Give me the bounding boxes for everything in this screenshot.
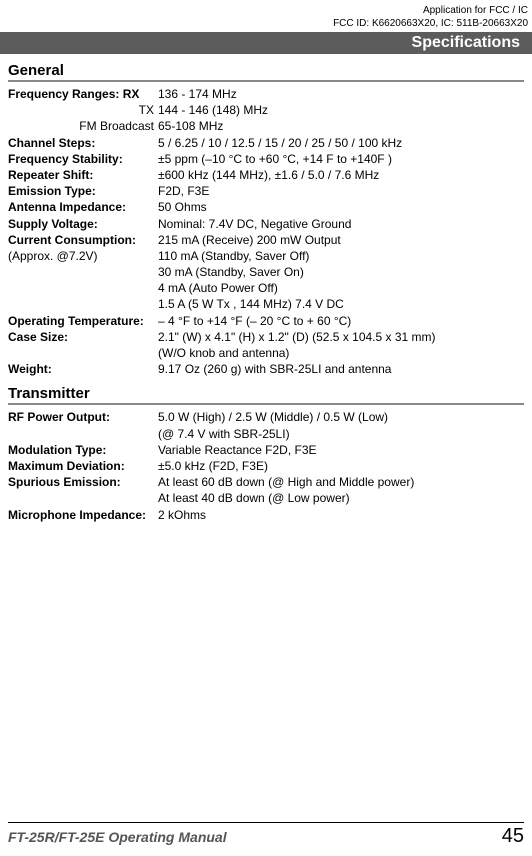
spec-row: Frequency Stability:±5 ppm (–10 °C to +6…: [8, 151, 524, 167]
spec-row: Antenna Impedance:50 Ohms: [8, 199, 524, 215]
header-meta: Application for FCC / IC FCC ID: K662066…: [0, 0, 532, 30]
spec-row: TX144 - 146 (148) MHz: [8, 102, 524, 118]
spec-label: [8, 490, 158, 506]
spec-value: 215 mA (Receive) 200 mW Output: [158, 232, 524, 248]
spec-value: 4 mA (Auto Power Off): [158, 280, 524, 296]
spec-label: Spurious Emission:: [8, 474, 158, 490]
spec-row: FM Broadcast65-108 MHz: [8, 118, 524, 134]
spec-value: At least 40 dB down (@ Low power): [158, 490, 524, 506]
spec-value: 110 mA (Standby, Saver Off): [158, 248, 524, 264]
spec-row: Frequency Ranges: RX136 - 174 MHz: [8, 86, 524, 102]
spec-label: Frequency Ranges: RX: [8, 86, 158, 102]
spec-label: Weight:: [8, 361, 158, 377]
spec-label: [8, 280, 158, 296]
spec-row: Spurious Emission:At least 60 dB down (@…: [8, 474, 524, 490]
spec-value: 1.5 A (5 W Tx , 144 MHz) 7.4 V DC: [158, 296, 524, 312]
spec-row: Emission Type:F2D, F3E: [8, 183, 524, 199]
spec-value: 2 kOhms: [158, 507, 524, 523]
spec-label: TX: [8, 102, 158, 118]
spec-row: 4 mA (Auto Power Off): [8, 280, 524, 296]
spec-value: 9.17 Oz (260 g) with SBR-25LI and antenn…: [158, 361, 524, 377]
spec-label: Supply Voltage:: [8, 216, 158, 232]
spec-row: (W/O knob and antenna): [8, 345, 524, 361]
header-line1: Application for FCC / IC: [0, 4, 528, 17]
spec-row: Modulation Type:Variable Reactance F2D, …: [8, 442, 524, 458]
spec-label: Modulation Type:: [8, 442, 158, 458]
spec-value: Variable Reactance F2D, F3E: [158, 442, 524, 458]
spec-row: Supply Voltage:Nominal: 7.4V DC, Negativ…: [8, 216, 524, 232]
spec-value: (@ 7.4 V with SBR-25LI): [158, 426, 524, 442]
page-footer: FT-25R/FT-25E Operating Manual 45: [8, 822, 524, 848]
spec-row: Current Consumption:215 mA (Receive) 200…: [8, 232, 524, 248]
spec-label: Maximum Deviation:: [8, 458, 158, 474]
transmitter-table: RF Power Output:5.0 W (High) / 2.5 W (Mi…: [0, 409, 532, 522]
spec-label: Case Size:: [8, 329, 158, 345]
spec-value: (W/O knob and antenna): [158, 345, 524, 361]
spec-value: 65-108 MHz: [158, 118, 524, 134]
spec-value: ±600 kHz (144 MHz), ±1.6 / 5.0 / 7.6 MHz: [158, 167, 524, 183]
spec-label: Frequency Stability:: [8, 151, 158, 167]
spec-label: (Approx. @7.2V): [8, 248, 158, 264]
footer-page-number: 45: [502, 825, 524, 848]
spec-value: At least 60 dB down (@ High and Middle p…: [158, 474, 524, 490]
spec-label: Channel Steps:: [8, 135, 158, 151]
general-table: Frequency Ranges: RX136 - 174 MHzTX144 -…: [0, 86, 532, 377]
spec-row: Weight:9.17 Oz (260 g) with SBR-25LI and…: [8, 361, 524, 377]
spec-row: Maximum Deviation:±5.0 kHz (F2D, F3E): [8, 458, 524, 474]
spec-value: 5.0 W (High) / 2.5 W (Middle) / 0.5 W (L…: [158, 409, 524, 425]
spec-value: 50 Ohms: [158, 199, 524, 215]
spec-row: Case Size:2.1" (W) x 4.1" (H) x 1.2" (D)…: [8, 329, 524, 345]
spec-row: (@ 7.4 V with SBR-25LI): [8, 426, 524, 442]
spec-label: RF Power Output:: [8, 409, 158, 425]
spec-value: 5 / 6.25 / 10 / 12.5 / 15 / 20 / 25 / 50…: [158, 135, 524, 151]
spec-row: (Approx. @7.2V)110 mA (Standby, Saver Of…: [8, 248, 524, 264]
spec-value: 2.1" (W) x 4.1" (H) x 1.2" (D) (52.5 x 1…: [158, 329, 524, 345]
spec-row: RF Power Output:5.0 W (High) / 2.5 W (Mi…: [8, 409, 524, 425]
spec-row: 1.5 A (5 W Tx , 144 MHz) 7.4 V DC: [8, 296, 524, 312]
section-general-heading: General: [8, 62, 524, 82]
spec-value: 30 mA (Standby, Saver On): [158, 264, 524, 280]
spec-label: Repeater Shift:: [8, 167, 158, 183]
spec-label: FM Broadcast: [8, 118, 158, 134]
spec-label: Current Consumption:: [8, 232, 158, 248]
page-title-bar: Specifications: [0, 32, 532, 54]
spec-row: At least 40 dB down (@ Low power): [8, 490, 524, 506]
spec-row: Operating Temperature:– 4 °F to +14 °F (…: [8, 313, 524, 329]
spec-label: Emission Type:: [8, 183, 158, 199]
section-transmitter-heading: Transmitter: [8, 385, 524, 405]
spec-label: Microphone Impedance:: [8, 507, 158, 523]
header-line2: FCC ID: K6620663X20, IC: 511B-20663X20: [0, 17, 528, 30]
spec-row: Channel Steps:5 / 6.25 / 10 / 12.5 / 15 …: [8, 135, 524, 151]
spec-value: F2D, F3E: [158, 183, 524, 199]
spec-label: [8, 296, 158, 312]
footer-manual-title: FT-25R/FT-25E Operating Manual: [8, 829, 227, 845]
spec-row: Repeater Shift:±600 kHz (144 MHz), ±1.6 …: [8, 167, 524, 183]
spec-label: [8, 345, 158, 361]
spec-value: Nominal: 7.4V DC, Negative Ground: [158, 216, 524, 232]
spec-label: Operating Temperature:: [8, 313, 158, 329]
spec-label: [8, 426, 158, 442]
spec-value: 144 - 146 (148) MHz: [158, 102, 524, 118]
spec-value: ±5 ppm (–10 °C to +60 °C, +14 F to +140F…: [158, 151, 524, 167]
spec-value: – 4 °F to +14 °F (– 20 °C to + 60 °C): [158, 313, 524, 329]
spec-label: Antenna Impedance:: [8, 199, 158, 215]
spec-value: ±5.0 kHz (F2D, F3E): [158, 458, 524, 474]
spec-value: 136 - 174 MHz: [158, 86, 524, 102]
spec-row: 30 mA (Standby, Saver On): [8, 264, 524, 280]
spec-label: [8, 264, 158, 280]
spec-row: Microphone Impedance:2 kOhms: [8, 507, 524, 523]
